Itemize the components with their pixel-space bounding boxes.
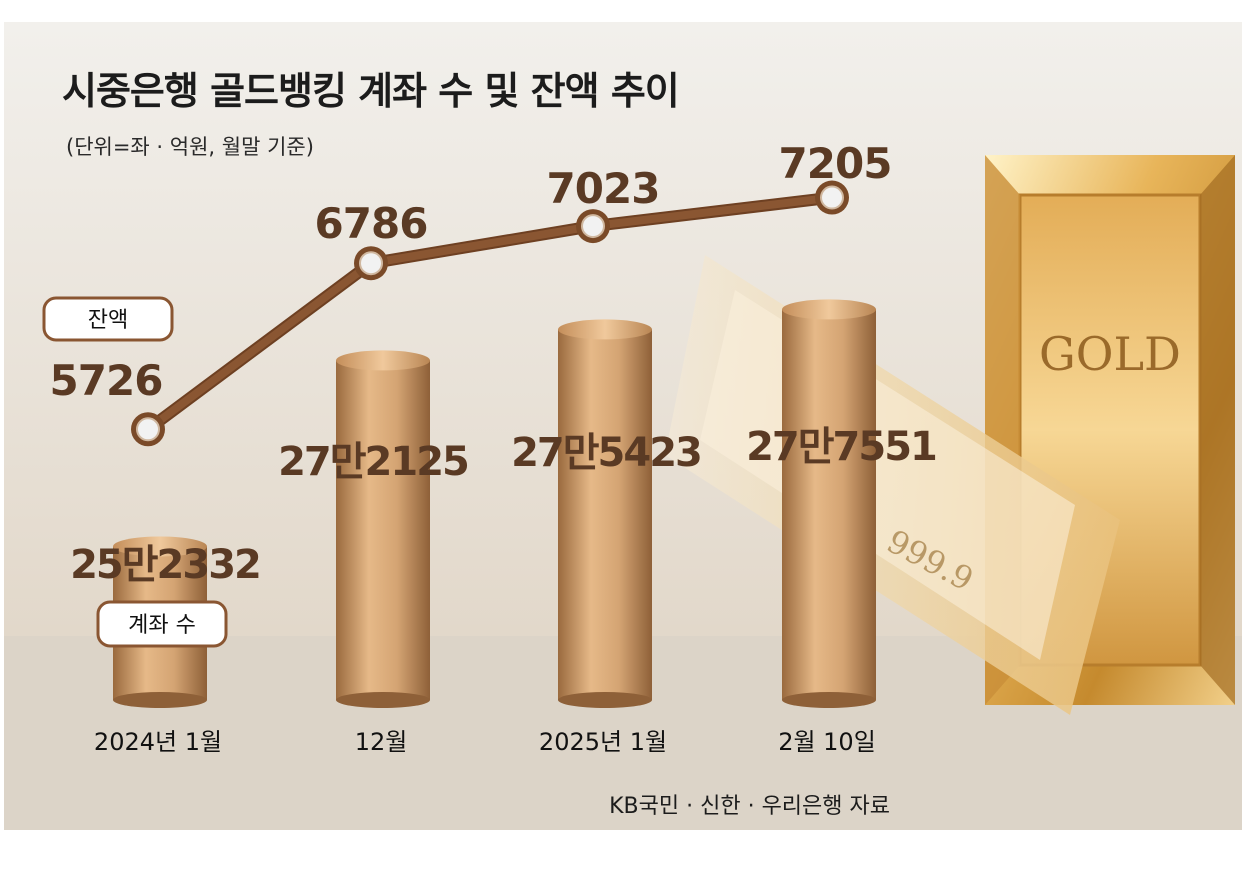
bar-value-label: 25만2332: [70, 542, 260, 588]
bar-body: [782, 309, 876, 700]
x-axis-labels: 2024년 1월 12월 2025년 1월 2월 10일: [94, 728, 876, 756]
bar-value-label: 27만2125: [278, 439, 468, 485]
unit-note: (단위=좌 · 억원, 월말 기준): [66, 135, 314, 159]
line-point-inner: [581, 214, 605, 239]
bar-2: [336, 350, 430, 708]
bar-base: [782, 692, 876, 708]
chart-title: 시중은행 골드뱅킹 계좌 수 및 잔액 추이: [62, 69, 680, 113]
line-value-label: 6786: [315, 199, 428, 248]
line-point-inner: [820, 185, 844, 210]
line-value-label: 5726: [50, 356, 163, 405]
bar-series-tag-text: 계좌 수: [128, 613, 196, 638]
x-tick-label: 2025년 1월: [539, 728, 667, 756]
bar-3: [558, 319, 652, 708]
bar-cap: [558, 319, 652, 340]
bar-value-label: 27만7551: [746, 424, 936, 470]
bar-cap: [336, 350, 430, 371]
line-path: [144, 193, 836, 434]
bar-cap: [782, 299, 876, 320]
bar-base: [113, 692, 207, 708]
bar-base: [558, 692, 652, 708]
bar-series-tag-box: [96, 600, 228, 648]
source-note: KB국민 · 신한 · 우리은행 자료: [609, 794, 890, 819]
bar-base: [336, 692, 430, 708]
x-tick-label: 2024년 1월: [94, 728, 222, 756]
line-value-label: 7205: [779, 139, 892, 188]
line-series: [131, 180, 849, 447]
bar-value-label: 27만5423: [511, 430, 701, 476]
x-tick-label: 12월: [355, 728, 408, 756]
bar-cap: [113, 536, 207, 557]
x-tick-label: 2월 10일: [778, 728, 876, 756]
data-labels: 5726 6786 7023 7205 25만2332 27만2125 27만5423 27만…: [50, 139, 939, 588]
bar-body: [336, 360, 430, 700]
line-point-inner: [136, 417, 160, 442]
line-value-label: 7023: [547, 164, 660, 213]
line-series-tag-box: [42, 296, 174, 342]
bar-series: [113, 299, 876, 708]
gold-bar-label: GOLD: [1039, 327, 1181, 381]
bar-4: [782, 299, 876, 708]
line-point-inner: [359, 251, 383, 276]
line-series-tag-text: 잔액: [88, 308, 128, 333]
bar-body: [558, 329, 652, 700]
